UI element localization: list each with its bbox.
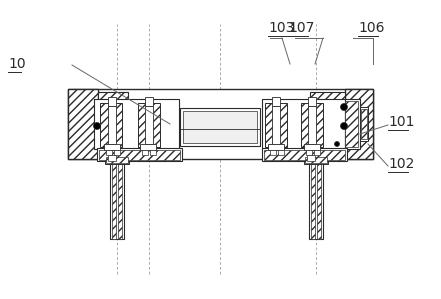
Bar	[268, 144, 284, 150]
Bar	[264, 150, 345, 160]
Text: 102: 102	[388, 157, 415, 171]
Text: 10: 10	[8, 57, 26, 71]
Bar	[108, 155, 116, 161]
Text: 107: 107	[288, 21, 314, 35]
Bar	[104, 144, 120, 150]
Bar	[304, 156, 328, 164]
Text: 103: 103	[268, 21, 295, 35]
Bar	[145, 97, 153, 106]
Bar	[272, 97, 280, 106]
Bar	[270, 150, 276, 155]
Bar	[360, 107, 368, 141]
Bar	[138, 103, 160, 147]
Bar	[150, 150, 156, 155]
Text: 101: 101	[388, 115, 415, 129]
Bar	[361, 109, 367, 139]
Bar	[110, 159, 124, 239]
Bar	[98, 92, 128, 156]
Bar	[314, 150, 320, 155]
Bar	[278, 150, 284, 155]
Bar	[265, 103, 287, 147]
Bar	[100, 103, 122, 147]
Bar	[99, 150, 180, 160]
Circle shape	[340, 103, 348, 111]
Bar	[262, 99, 345, 149]
Bar	[307, 155, 315, 161]
Bar	[180, 108, 260, 146]
Bar	[311, 159, 315, 239]
Bar	[345, 101, 358, 147]
Bar	[114, 150, 120, 155]
Bar	[305, 157, 327, 163]
Bar	[306, 150, 312, 155]
Bar	[106, 150, 112, 155]
Circle shape	[340, 123, 348, 129]
Bar	[105, 156, 129, 164]
Bar	[118, 159, 122, 239]
Bar	[68, 89, 373, 159]
Bar	[345, 99, 360, 149]
Bar	[345, 89, 373, 159]
Bar	[310, 92, 345, 156]
Bar	[140, 144, 156, 150]
Bar	[183, 111, 257, 143]
Bar	[262, 148, 347, 161]
Circle shape	[93, 123, 101, 129]
Bar	[317, 159, 321, 239]
Bar	[108, 97, 116, 106]
Bar	[272, 106, 280, 144]
Bar	[308, 106, 316, 144]
Bar	[108, 106, 116, 144]
Bar	[106, 157, 128, 163]
Text: 106: 106	[358, 21, 385, 35]
Bar	[94, 99, 179, 149]
Bar	[97, 148, 182, 161]
Bar	[308, 97, 316, 106]
Bar	[145, 106, 153, 144]
Bar	[301, 103, 323, 147]
Bar	[142, 150, 148, 155]
Bar	[112, 159, 116, 239]
Bar	[309, 159, 323, 239]
Bar	[68, 89, 98, 159]
Bar	[304, 144, 320, 150]
Circle shape	[335, 141, 340, 147]
